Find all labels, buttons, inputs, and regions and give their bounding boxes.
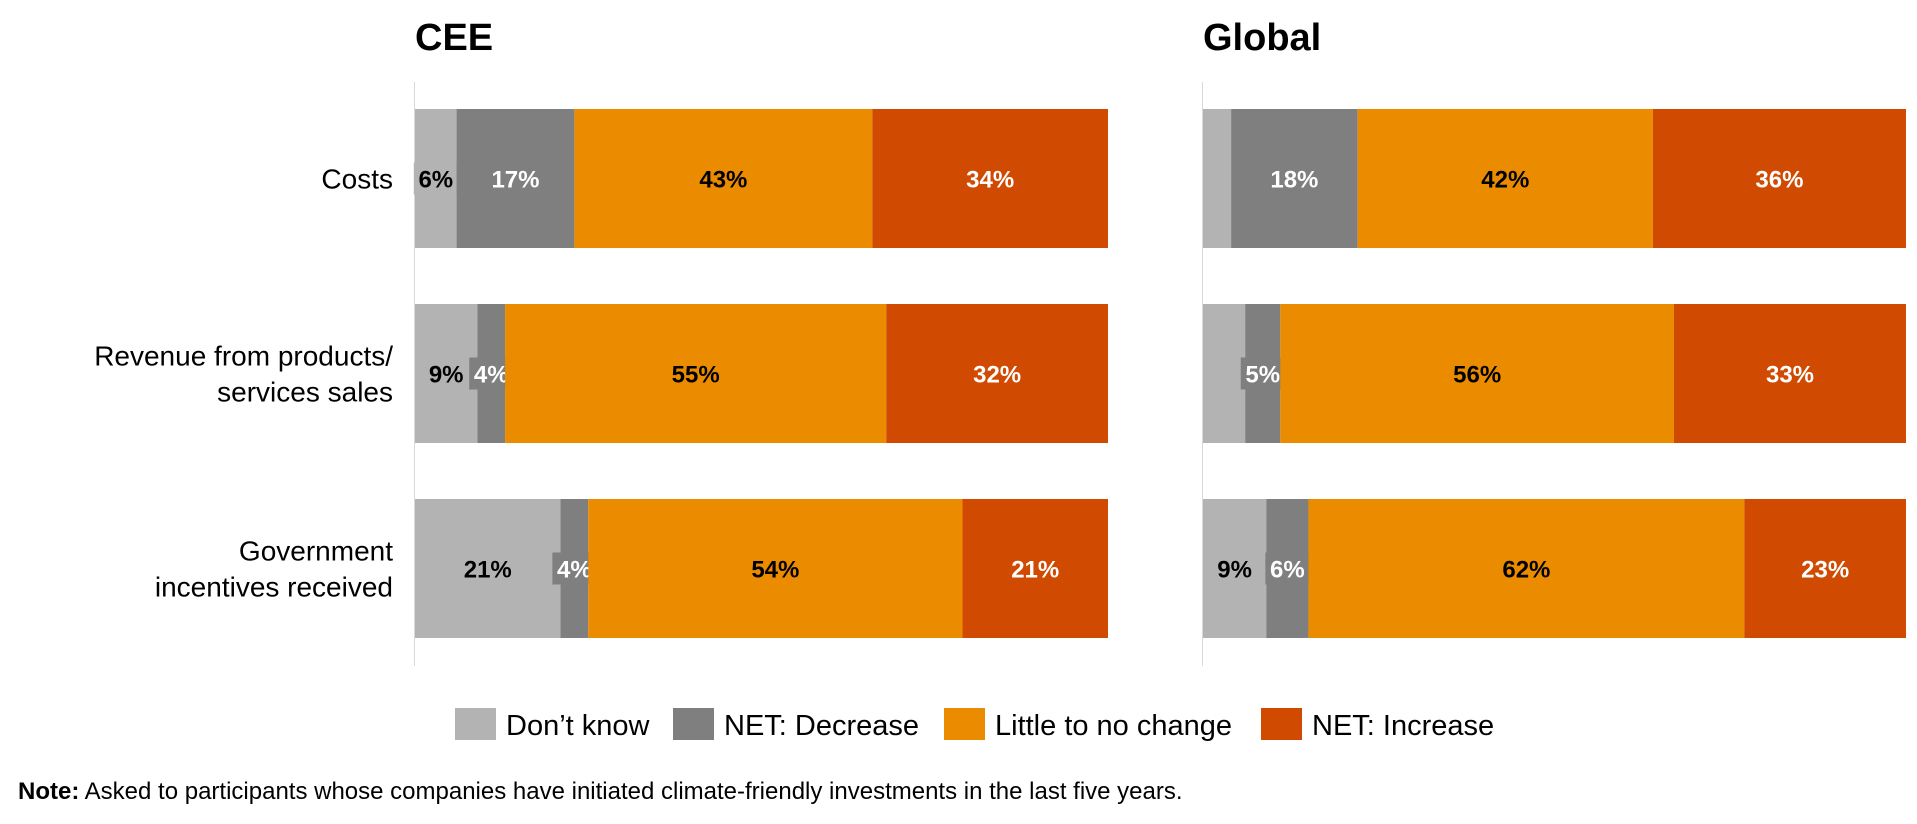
data-label-cee-costs-don-t-know: 6% (418, 167, 453, 194)
category-label-government-incentives-received-line-1: Government (239, 536, 393, 567)
data-label-global-government-incentives-received-don-t-know: 9% (1217, 557, 1252, 584)
bar-global-government-incentives-received-don-t-know (1203, 499, 1267, 638)
category-label-government-incentives-received-line-2: incentives received (155, 572, 393, 603)
data-label-global-costs-net-decrease: 18% (1270, 167, 1318, 194)
data-label-global-revenue-from-products-services-sales-net-increase: 33% (1766, 362, 1814, 389)
data-label-cee-costs-little-to-no-change: 43% (699, 167, 747, 194)
data-label-global-revenue-from-products-services-sales-little-to-no-change: 56% (1453, 362, 1501, 389)
data-label-global-revenue-from-products-services-sales-net-decrease: 5% (1245, 362, 1280, 389)
data-label-cee-costs-net-decrease: 17% (491, 167, 539, 194)
bar-cee-costs-net-decrease (456, 109, 575, 248)
bar-cee-government-incentives-received-net-increase (962, 499, 1108, 638)
data-label-global-costs-little-to-no-change: 42% (1481, 167, 1529, 194)
category-label-costs: Costs (321, 164, 393, 195)
bar-global-revenue-from-products-services-sales-little-to-no-change (1280, 304, 1675, 443)
bar-global-costs-net-increase (1652, 109, 1906, 248)
bar-global-costs-net-decrease (1231, 109, 1358, 248)
legend-label-net-decrease: NET: Decrease (724, 710, 919, 742)
panel-title-global: Global (1203, 17, 1321, 59)
legend-swatch-don-t-know (455, 708, 496, 740)
note-text: Asked to participants whose companies ha… (79, 778, 1183, 805)
data-label-global-government-incentives-received-net-increase: 23% (1801, 557, 1849, 584)
bar-global-costs-don-t-know (1203, 109, 1232, 248)
category-label-revenue-from-products-services-sales-line-1: Revenue from products/ (94, 341, 393, 372)
legend-swatch-net-increase (1261, 708, 1302, 740)
bar-cee-revenue-from-products-services-sales-little-to-no-change (505, 304, 887, 443)
data-label-cee-costs-don-t-know-box (413, 162, 458, 195)
bar-global-revenue-from-products-services-sales-don-t-know (1203, 304, 1246, 443)
footnote: Note: Asked to participants whose compan… (18, 778, 1183, 806)
bar-cee-revenue-from-products-services-sales-don-t-know (415, 304, 478, 443)
category-label-revenue-from-products-services-sales-line-2: services sales (217, 377, 393, 408)
legend-swatch-net-decrease (673, 708, 714, 740)
bar-global-revenue-from-products-services-sales-net-increase (1674, 304, 1906, 443)
legend-label-don-t-know: Don’t know (506, 710, 651, 742)
data-label-cee-revenue-from-products-services-sales-little-to-no-change: 55% (672, 362, 720, 389)
data-label-cee-revenue-from-products-services-sales-net-increase: 32% (973, 362, 1021, 389)
bar-global-costs-little-to-no-change (1357, 109, 1653, 248)
bar-global-government-incentives-received-net-increase (1744, 499, 1906, 638)
data-label-global-government-incentives-received-net-decrease-box (1265, 552, 1310, 585)
bar-cee-costs-little-to-no-change (574, 109, 873, 248)
bar-cee-costs-net-increase (872, 109, 1108, 248)
panel-title-cee: CEE (415, 17, 493, 59)
bar-global-government-incentives-received-little-to-no-change (1308, 499, 1745, 638)
legend-swatch-little-to-no-change (944, 708, 985, 740)
data-label-cee-costs-net-increase: 34% (966, 167, 1014, 194)
bar-cee-revenue-from-products-services-sales-net-increase (886, 304, 1108, 443)
legend-label-net-increase: NET: Increase (1312, 710, 1494, 742)
data-label-cee-government-incentives-received-net-decrease: 4% (557, 557, 592, 584)
data-label-cee-revenue-from-products-services-sales-don-t-know: 9% (429, 362, 464, 389)
data-label-cee-government-incentives-received-net-increase: 21% (1011, 557, 1059, 584)
data-label-global-revenue-from-products-services-sales-net-decrease-box (1240, 357, 1285, 390)
bar-cee-government-incentives-received-little-to-no-change (588, 499, 963, 638)
data-label-global-government-incentives-received-net-decrease: 6% (1270, 557, 1305, 584)
data-label-global-costs-net-increase: 36% (1755, 167, 1803, 194)
legend-label-little-to-no-change: Little to no change (995, 710, 1232, 742)
bar-cee-government-incentives-received-don-t-know (415, 499, 561, 638)
note-label: Note: (18, 778, 80, 805)
data-label-global-government-incentives-received-little-to-no-change: 62% (1502, 557, 1550, 584)
data-label-cee-government-incentives-received-little-to-no-change: 54% (751, 557, 799, 584)
data-label-cee-government-incentives-received-don-t-know: 21% (464, 557, 512, 584)
data-label-cee-revenue-from-products-services-sales-net-decrease: 4% (474, 362, 509, 389)
